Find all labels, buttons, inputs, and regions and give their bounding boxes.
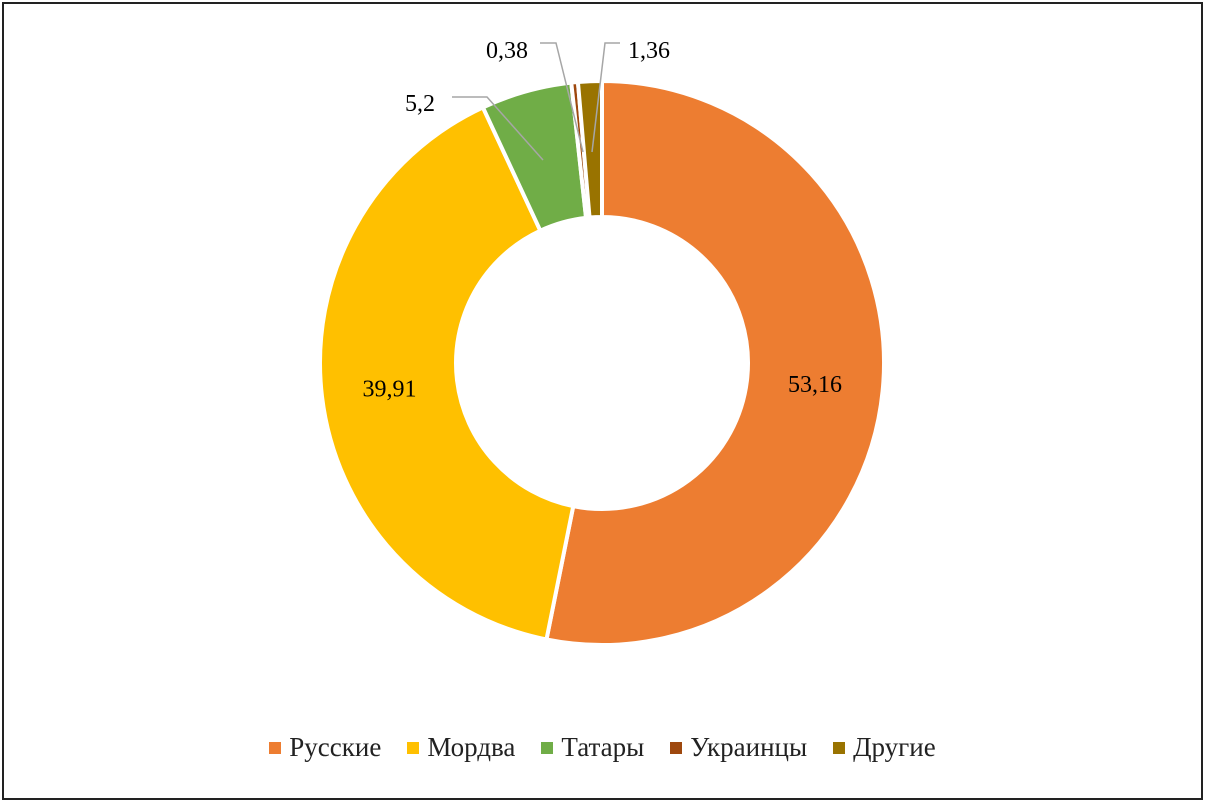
legend-swatch-icon [541, 741, 554, 754]
legend-label: Татары [561, 732, 645, 762]
legend-item-5: Другие [833, 732, 936, 763]
data-label-5: 1,36 [628, 38, 670, 64]
donut-slice-2 [318, 104, 576, 642]
legend-label: Мордва [427, 732, 516, 762]
legend: Русские Мордва Татары Украинцы Другие [0, 732, 1205, 763]
legend-label: Другие [853, 732, 936, 762]
data-labels: 53,16 39,91 5,2 0,38 1,36 [363, 38, 842, 402]
leader-lines [452, 42, 620, 161]
leader-line-5 [591, 42, 620, 153]
legend-swatch-icon [833, 741, 846, 754]
data-label-1: 53,16 [788, 372, 842, 398]
legend-swatch-icon [670, 741, 683, 754]
legend-label: Украинцы [690, 732, 808, 762]
donut-slices [318, 78, 887, 647]
leader-line-3 [452, 96, 544, 161]
legend-swatch-icon [269, 741, 282, 754]
donut-slice-1 [544, 78, 887, 647]
legend-item-1: Русские [269, 732, 381, 763]
data-label-4: 0,38 [486, 38, 528, 64]
legend-item-3: Татары [541, 732, 644, 763]
legend-swatch-icon [407, 741, 420, 754]
legend-label: Русские [289, 732, 382, 762]
legend-item-2: Мордва [407, 732, 515, 763]
leader-line-4 [540, 42, 584, 153]
data-label-2: 39,91 [363, 376, 417, 402]
legend-item-4: Украинцы [670, 732, 807, 763]
data-label-3: 5,2 [405, 91, 435, 117]
